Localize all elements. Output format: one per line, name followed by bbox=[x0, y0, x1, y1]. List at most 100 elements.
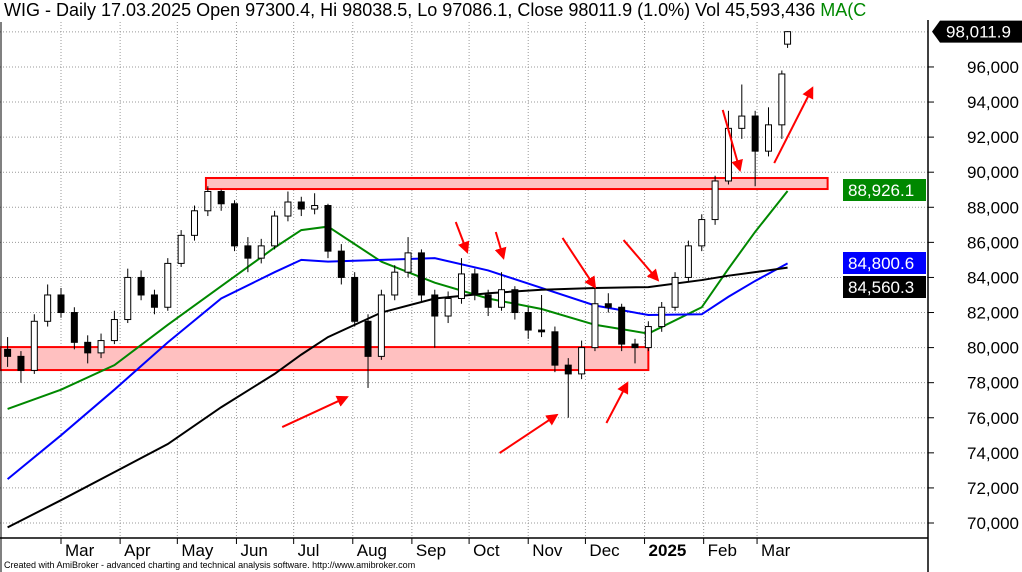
candle-body bbox=[671, 276, 679, 308]
candle bbox=[631, 338, 639, 364]
y-tick-label: 80,000 bbox=[967, 339, 1019, 358]
candle-body bbox=[271, 215, 279, 247]
candle bbox=[431, 289, 439, 348]
candle-body bbox=[351, 276, 359, 322]
x-tick-label: Apr bbox=[124, 541, 151, 560]
y-tick-label: 70,000 bbox=[967, 514, 1019, 533]
candle-body bbox=[337, 250, 345, 278]
candle bbox=[257, 238, 265, 264]
candle bbox=[711, 175, 719, 225]
candle bbox=[177, 230, 185, 267]
candle bbox=[551, 326, 559, 373]
candle bbox=[471, 268, 479, 301]
candle bbox=[231, 200, 239, 252]
chart-title: WIG - Daily 17.03.2025 Open 97300.4, Hi … bbox=[4, 0, 940, 20]
candle-body bbox=[137, 276, 145, 296]
red-arrow bbox=[561, 237, 597, 289]
candle-body bbox=[444, 297, 452, 317]
candle bbox=[698, 214, 706, 252]
candle-body bbox=[457, 273, 465, 299]
candle bbox=[417, 249, 425, 302]
candle-body bbox=[511, 289, 519, 314]
ma-tag-bg bbox=[843, 252, 926, 274]
footer-credit: Created with AmiBroker - advanced charti… bbox=[4, 560, 416, 570]
y-tick-label: 86,000 bbox=[967, 233, 1019, 252]
candle bbox=[484, 289, 492, 317]
candle-body bbox=[4, 348, 12, 357]
candle-body bbox=[764, 124, 772, 152]
x-tick-label: Sep bbox=[416, 541, 446, 560]
candle-body bbox=[698, 219, 706, 247]
red-arrow bbox=[721, 109, 743, 173]
candle-body bbox=[110, 319, 118, 342]
candle-body bbox=[524, 312, 532, 331]
x-tick-label: Mar bbox=[761, 541, 791, 560]
candle-body bbox=[738, 115, 746, 129]
y-tick-label: 96,000 bbox=[967, 58, 1019, 77]
candle-body bbox=[564, 364, 572, 375]
candle bbox=[538, 294, 546, 338]
candle-body bbox=[751, 115, 759, 152]
candle bbox=[30, 314, 38, 374]
candle bbox=[524, 307, 532, 339]
price-tag-bg bbox=[932, 20, 1022, 43]
candle-body bbox=[377, 294, 385, 357]
ma-tag-bg bbox=[843, 276, 926, 298]
candle bbox=[124, 268, 132, 324]
candle bbox=[44, 284, 52, 327]
candle bbox=[97, 333, 105, 359]
x-tick-label: May bbox=[181, 541, 214, 560]
candle-body bbox=[17, 355, 25, 371]
candle-body bbox=[604, 303, 612, 308]
candle-body bbox=[391, 271, 399, 296]
candle bbox=[70, 307, 78, 350]
x-tick-label: Aug bbox=[357, 541, 387, 560]
support-resistance-zone bbox=[0, 346, 650, 372]
red-arrow bbox=[499, 413, 559, 454]
candle-body bbox=[784, 31, 792, 45]
candle bbox=[444, 291, 452, 324]
candle-body bbox=[231, 203, 239, 247]
value-tag: 84,560.3 bbox=[843, 276, 926, 298]
tag-value: 84,560.3 bbox=[848, 278, 914, 297]
x-tick-label: Mar bbox=[65, 541, 95, 560]
red-arrow bbox=[773, 86, 814, 164]
candle bbox=[110, 310, 118, 345]
candle bbox=[297, 196, 305, 217]
y-tick-label: 72,000 bbox=[967, 479, 1019, 498]
red-arrow bbox=[454, 221, 470, 254]
x-tick-label: Dec bbox=[589, 541, 620, 560]
candle bbox=[684, 240, 692, 281]
candle-body bbox=[618, 306, 626, 345]
candle-body bbox=[417, 252, 425, 296]
x-tick-label: Jun bbox=[240, 541, 267, 560]
ma-tag-bg bbox=[843, 179, 926, 201]
candle bbox=[217, 189, 225, 211]
candle bbox=[4, 337, 12, 367]
tag-value: 88,926.1 bbox=[848, 181, 914, 200]
x-tick-label: Oct bbox=[473, 541, 500, 560]
candle bbox=[377, 289, 385, 360]
value-tags: 98,011.9 88,926.1 84,800.6 84,560.3 bbox=[843, 20, 1022, 298]
x-tick-label: Nov bbox=[532, 541, 563, 560]
value-tag: 84,800.6 bbox=[843, 252, 926, 274]
candle bbox=[778, 70, 786, 139]
candle-body bbox=[311, 205, 319, 210]
red-arrow bbox=[494, 231, 507, 260]
candle bbox=[17, 351, 25, 383]
candle bbox=[271, 210, 279, 250]
candle-body bbox=[778, 73, 786, 126]
candle-body bbox=[44, 294, 52, 322]
red-arrow bbox=[281, 395, 349, 428]
candle-body bbox=[484, 294, 492, 308]
y-tick-label: 88,000 bbox=[967, 198, 1019, 217]
candle-body bbox=[297, 201, 305, 210]
ma-label: MA(C bbox=[820, 0, 867, 20]
y-tick-label: 92,000 bbox=[967, 128, 1019, 147]
candle-body bbox=[551, 331, 559, 366]
candle-body bbox=[711, 180, 719, 221]
candle-body bbox=[164, 262, 172, 308]
candle bbox=[511, 286, 519, 320]
